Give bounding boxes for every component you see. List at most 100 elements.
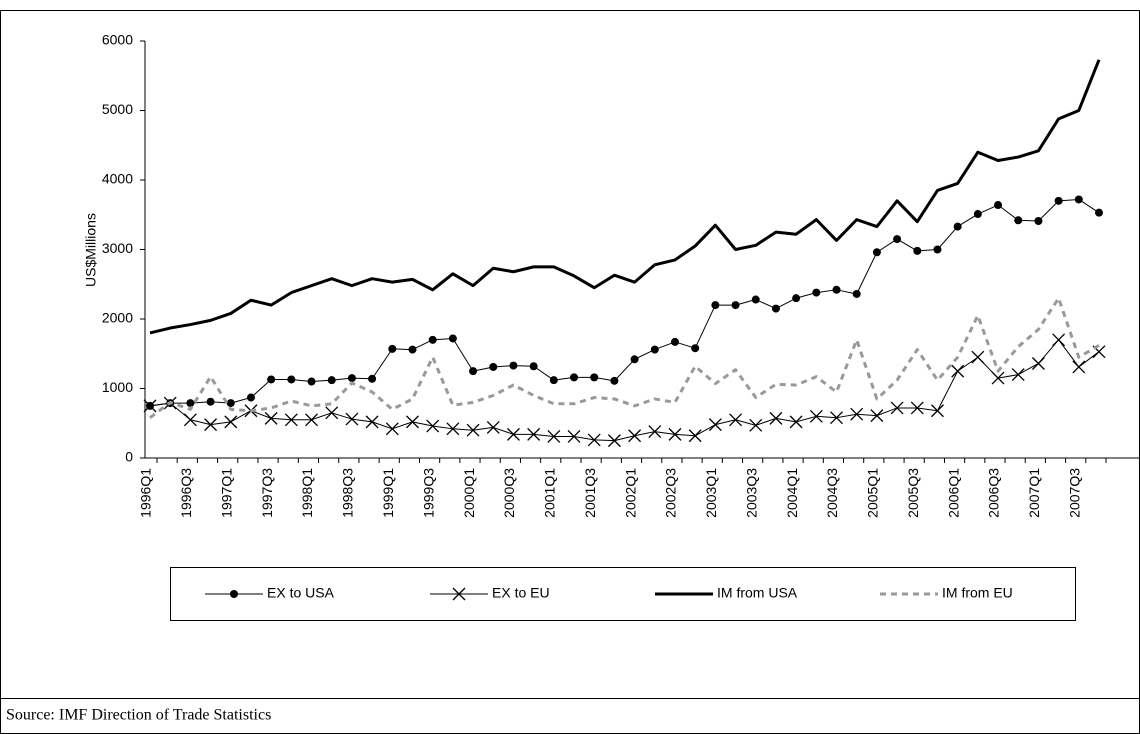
point xyxy=(567,429,581,443)
point xyxy=(668,427,682,441)
point xyxy=(426,419,440,433)
point xyxy=(506,427,520,441)
x-tick-label: 2006Q1 xyxy=(945,468,961,518)
chart-frame xyxy=(0,10,1140,734)
point xyxy=(789,415,803,429)
point xyxy=(812,288,821,297)
point xyxy=(769,411,783,425)
legend-label: EX to USA xyxy=(267,585,335,601)
y-tick-label: 3000 xyxy=(102,240,133,256)
point xyxy=(1072,360,1086,374)
point xyxy=(428,335,437,344)
point xyxy=(872,248,881,257)
x-tick-label: 2000Q3 xyxy=(501,468,517,518)
point xyxy=(230,590,238,598)
point xyxy=(547,429,561,443)
y-tick-label: 6000 xyxy=(102,32,133,48)
x-tick-label: 2005Q3 xyxy=(905,468,921,518)
y-tick-label: 2000 xyxy=(102,310,133,326)
point xyxy=(224,415,238,429)
x-tick-label: 2001Q1 xyxy=(542,468,558,518)
point xyxy=(246,393,255,402)
legend-label: IM from EU xyxy=(942,585,1013,601)
point xyxy=(347,374,356,383)
point xyxy=(852,289,861,298)
point xyxy=(466,423,480,437)
point xyxy=(607,434,621,448)
x-tick-label: 2000Q1 xyxy=(461,468,477,518)
point xyxy=(204,418,218,432)
point xyxy=(570,373,579,382)
series-line xyxy=(149,296,1100,419)
point xyxy=(792,294,801,303)
point xyxy=(931,404,944,418)
point xyxy=(529,362,538,371)
x-tick-label: 2003Q3 xyxy=(743,468,759,518)
point xyxy=(832,285,841,294)
point xyxy=(587,433,601,447)
y-tick-label: 5000 xyxy=(102,101,133,117)
point xyxy=(509,361,518,370)
point xyxy=(287,375,296,384)
x-tick-label: 1999Q3 xyxy=(420,468,436,518)
point xyxy=(973,210,982,219)
point xyxy=(1052,333,1066,347)
point xyxy=(610,376,619,385)
x-tick-label: 2007Q3 xyxy=(1067,468,1083,518)
y-tick-label: 1000 xyxy=(102,379,133,395)
point xyxy=(991,371,1005,385)
x-tick-label: 1999Q1 xyxy=(380,468,396,518)
point xyxy=(771,304,780,313)
legend-entry: IM from USA xyxy=(655,585,798,601)
point xyxy=(549,376,558,385)
point xyxy=(305,413,318,427)
series-line xyxy=(149,59,1101,335)
point xyxy=(264,411,278,425)
point xyxy=(406,415,419,429)
legend-box xyxy=(170,567,1076,621)
point xyxy=(688,429,702,443)
point xyxy=(489,362,498,371)
point xyxy=(388,344,397,353)
series-line xyxy=(149,339,1100,442)
point xyxy=(630,355,639,364)
y-axis-label: US$Millions xyxy=(83,213,99,287)
point xyxy=(365,415,379,429)
point xyxy=(226,399,235,408)
y-tick-label: 4000 xyxy=(102,171,133,187)
point xyxy=(206,397,215,406)
legend-entry: EX to USA xyxy=(205,585,335,601)
point xyxy=(1074,195,1083,204)
source-note: Source: IMF Direction of Trade Statistic… xyxy=(6,707,271,724)
point xyxy=(1014,216,1023,225)
point xyxy=(749,418,763,432)
point xyxy=(1034,217,1043,226)
point xyxy=(890,401,904,415)
point xyxy=(994,201,1003,210)
x-tick-label: 2004Q3 xyxy=(824,468,840,518)
point xyxy=(731,301,740,310)
point xyxy=(953,222,962,231)
point xyxy=(670,337,679,346)
x-tick-label: 2005Q1 xyxy=(865,468,881,518)
point xyxy=(368,374,377,383)
point xyxy=(910,401,924,415)
point xyxy=(893,235,902,244)
x-tick-label: 2003Q1 xyxy=(703,468,719,518)
point xyxy=(1095,208,1103,217)
point xyxy=(913,246,922,255)
point xyxy=(971,350,985,364)
point xyxy=(648,425,662,439)
point xyxy=(452,587,466,601)
point xyxy=(1011,368,1025,382)
y-tick-label: 0 xyxy=(125,449,133,465)
point xyxy=(650,345,659,354)
point xyxy=(325,406,339,420)
legend-label: EX to EU xyxy=(492,585,550,601)
x-tick-label: 1997Q3 xyxy=(259,468,275,518)
x-tick-label: 1996Q1 xyxy=(138,468,154,518)
point xyxy=(527,427,541,441)
point xyxy=(933,245,942,254)
point xyxy=(408,345,417,354)
point xyxy=(1031,357,1045,370)
